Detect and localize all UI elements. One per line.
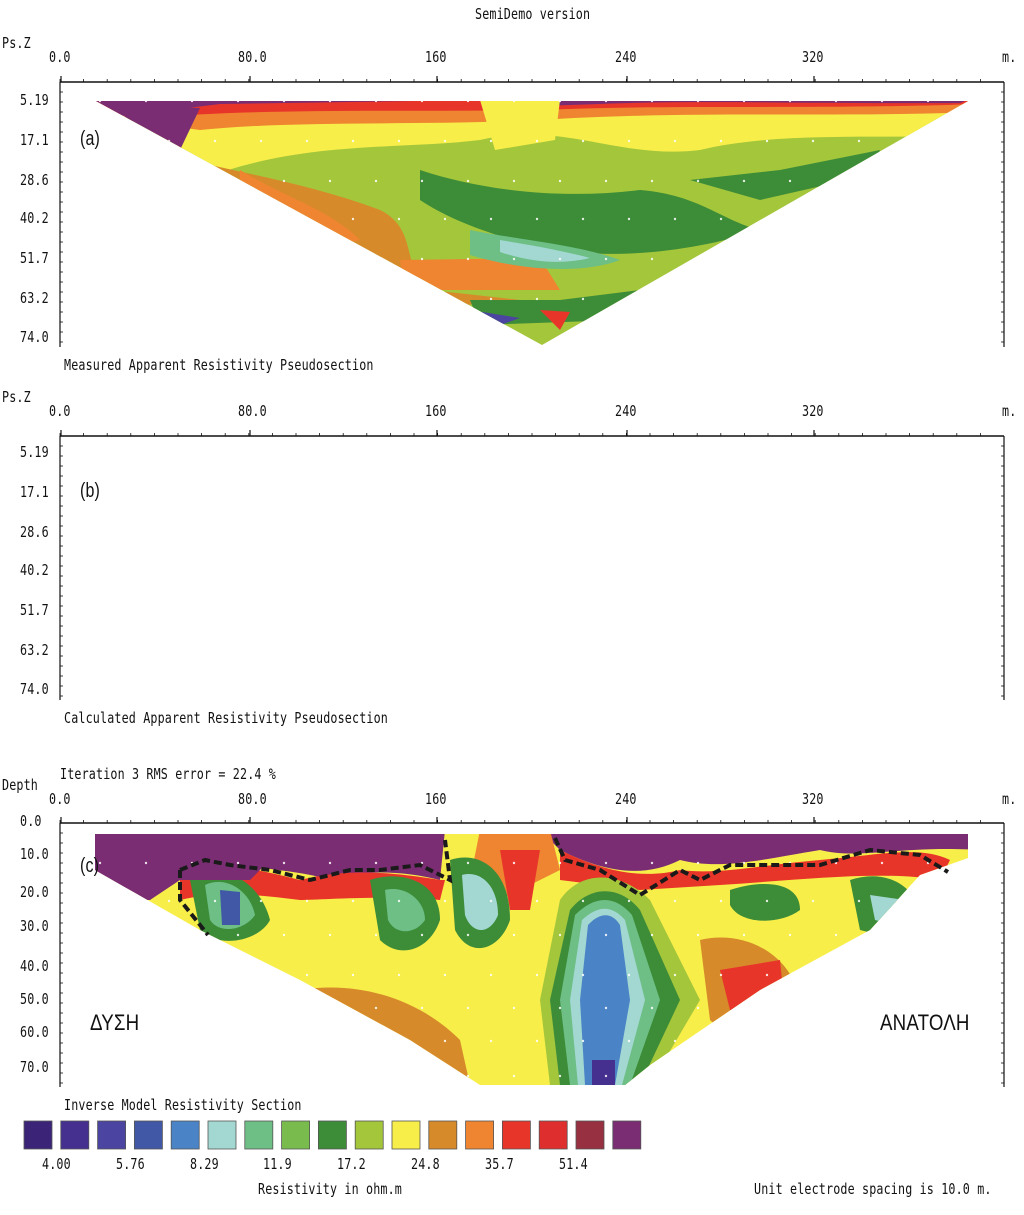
panel-c-section [95, 834, 968, 1085]
depth-axis-title: Ps.Z [2, 34, 31, 52]
color-legend [23, 1120, 642, 1150]
depth-tick-label: 5.19 [20, 443, 49, 461]
x-tick-label: 0.0 [49, 402, 71, 420]
west-label: ΔΥΣΗ [90, 1010, 140, 1035]
panel-a-section [96, 101, 968, 345]
legend-swatch [612, 1120, 642, 1150]
version-label: SemiDemo version [475, 5, 591, 23]
depth-tick-label: 17.1 [20, 483, 49, 501]
x-unit-label: m. [1002, 790, 1017, 808]
panel-caption: Calculated Apparent Resistivity Pseudose… [64, 709, 389, 727]
depth-tick-label: 5.19 [20, 91, 49, 109]
panel-b-section [90, 448, 998, 708]
legend-swatch [97, 1120, 126, 1150]
legend-title: Inverse Model Resistivity Section [64, 1096, 302, 1114]
depth-tick-label: 28.6 [20, 171, 49, 189]
depth-tick-label: 10.0 [20, 845, 49, 863]
panel-a-axes [59, 76, 1005, 347]
x-tick-label: 160 [425, 790, 447, 808]
legend-swatch [501, 1120, 531, 1150]
spacing-note: Unit electrode spacing is 10.0 m. [754, 1180, 992, 1198]
panel-tag: (a) [80, 128, 101, 150]
panel-caption: Measured Apparent Resistivity Pseudosect… [64, 356, 374, 374]
depth-tick-label: 28.6 [20, 523, 49, 541]
depth-tick-label: 74.0 [20, 328, 49, 346]
legend-swatch [23, 1120, 53, 1150]
x-tick-label: 80.0 [238, 48, 267, 66]
depth-tick-label: 40.2 [20, 561, 49, 579]
panel-b-axes [59, 430, 1005, 700]
legend-value-label: 5.76 [115, 1155, 145, 1173]
x-tick-label: 160 [425, 48, 447, 66]
legend-swatch [207, 1120, 237, 1150]
legend-value-label: 24.8 [411, 1155, 440, 1173]
x-tick-label: 320 [802, 48, 824, 66]
legend-swatch [465, 1120, 495, 1150]
legend-swatch [538, 1120, 568, 1150]
east-label: ΑΝΑΤΟΛΗ [880, 1010, 970, 1035]
depth-tick-label: 17.1 [20, 131, 49, 149]
x-tick-label: 0.0 [49, 48, 71, 66]
legend-swatch [170, 1120, 200, 1150]
legend-swatch [391, 1120, 421, 1150]
legend-swatch [575, 1120, 605, 1150]
depth-tick-label: 51.7 [20, 601, 49, 619]
depth-tick-label: 40.2 [20, 209, 49, 227]
x-tick-label: 0.0 [49, 790, 71, 808]
legend-value-label: 4.00 [42, 1155, 71, 1173]
x-tick-label: 160 [425, 402, 447, 420]
depth-tick-label: 0.0 [20, 812, 42, 830]
panel-tag: (b) [80, 480, 101, 502]
x-tick-label: 240 [615, 790, 637, 808]
depth-tick-label: 74.0 [20, 680, 49, 698]
depth-tick-label: 51.7 [20, 249, 49, 267]
x-unit-label: m. [1002, 402, 1017, 420]
x-tick-label: 320 [802, 402, 824, 420]
legend-swatch [60, 1120, 90, 1150]
depth-tick-label: 40.0 [20, 957, 49, 975]
panel-c-axes [59, 817, 1005, 1087]
x-tick-label: 240 [615, 402, 637, 420]
depth-tick-label: 60.0 [20, 1023, 49, 1041]
x-tick-label: 80.0 [238, 402, 267, 420]
x-tick-label: 320 [802, 790, 824, 808]
legend-value-label: 17.2 [337, 1155, 366, 1173]
legend-value-label: 51.4 [558, 1155, 588, 1173]
depth-tick-label: 30.0 [20, 917, 49, 935]
legend-swatch [133, 1120, 163, 1150]
legend-swatch [354, 1120, 384, 1150]
iteration-label: Iteration 3 RMS error = 22.4 % [60, 765, 277, 783]
legend-swatch [281, 1120, 311, 1150]
depth-tick-label: 63.2 [20, 289, 49, 307]
x-tick-label: 80.0 [238, 790, 267, 808]
legend-value-label: 35.7 [484, 1155, 514, 1173]
legend-value-label: 8.29 [189, 1155, 219, 1173]
depth-tick-label: 50.0 [20, 990, 49, 1008]
depth-axis-title: Ps.Z [2, 388, 31, 406]
legend-swatch [428, 1120, 458, 1150]
legend-unit-label: Resistivity in ohm.m [258, 1180, 403, 1198]
x-tick-label: 240 [615, 48, 637, 66]
depth-tick-label: 63.2 [20, 641, 49, 659]
x-unit-label: m. [1002, 48, 1017, 66]
depth-axis-title: Depth [2, 776, 39, 794]
depth-tick-label: 70.0 [20, 1058, 49, 1076]
legend-value-label: 11.9 [263, 1155, 293, 1173]
legend-swatch [244, 1120, 274, 1150]
depth-tick-label: 20.0 [20, 883, 49, 901]
legend-swatch [317, 1120, 347, 1150]
panel-tag: (c) [80, 855, 100, 877]
